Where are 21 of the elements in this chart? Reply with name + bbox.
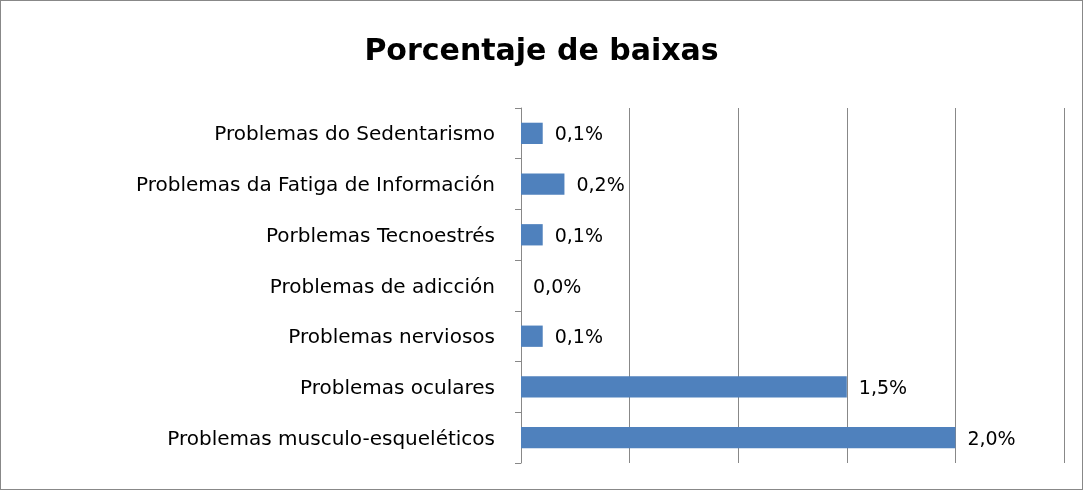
- data-label: 0,1%: [554, 122, 603, 145]
- data-label: 0,1%: [554, 223, 603, 246]
- y-tick-label: Problemas da Fatiga de Información: [135, 172, 495, 197]
- bar: [521, 426, 956, 449]
- y-tick-label: Porblemas Tecnoestrés: [266, 222, 495, 247]
- bar: [521, 173, 565, 195]
- bar: [521, 376, 847, 398]
- data-label: 2,0%: [967, 426, 1016, 449]
- data-label: 1,5%: [858, 375, 908, 398]
- y-tick-label: Problemas nerviosos: [288, 324, 495, 349]
- y-tick-label: Problemas oculares: [299, 374, 495, 399]
- data-label: 0,2%: [576, 173, 625, 196]
- y-tick-label: Problemas de adicción: [269, 273, 495, 298]
- y-tick-label: Problemas musculo-esqueléticos: [167, 425, 495, 450]
- bar: [521, 122, 543, 145]
- bar: [521, 325, 543, 347]
- data-label: 0,1%: [554, 325, 603, 348]
- data-label: 0,0%: [533, 274, 582, 297]
- y-tick-label: Problemas do Sedentarismo: [214, 121, 495, 146]
- chart-title: Porcentaje de baixas: [364, 31, 719, 67]
- bar: [521, 224, 543, 246]
